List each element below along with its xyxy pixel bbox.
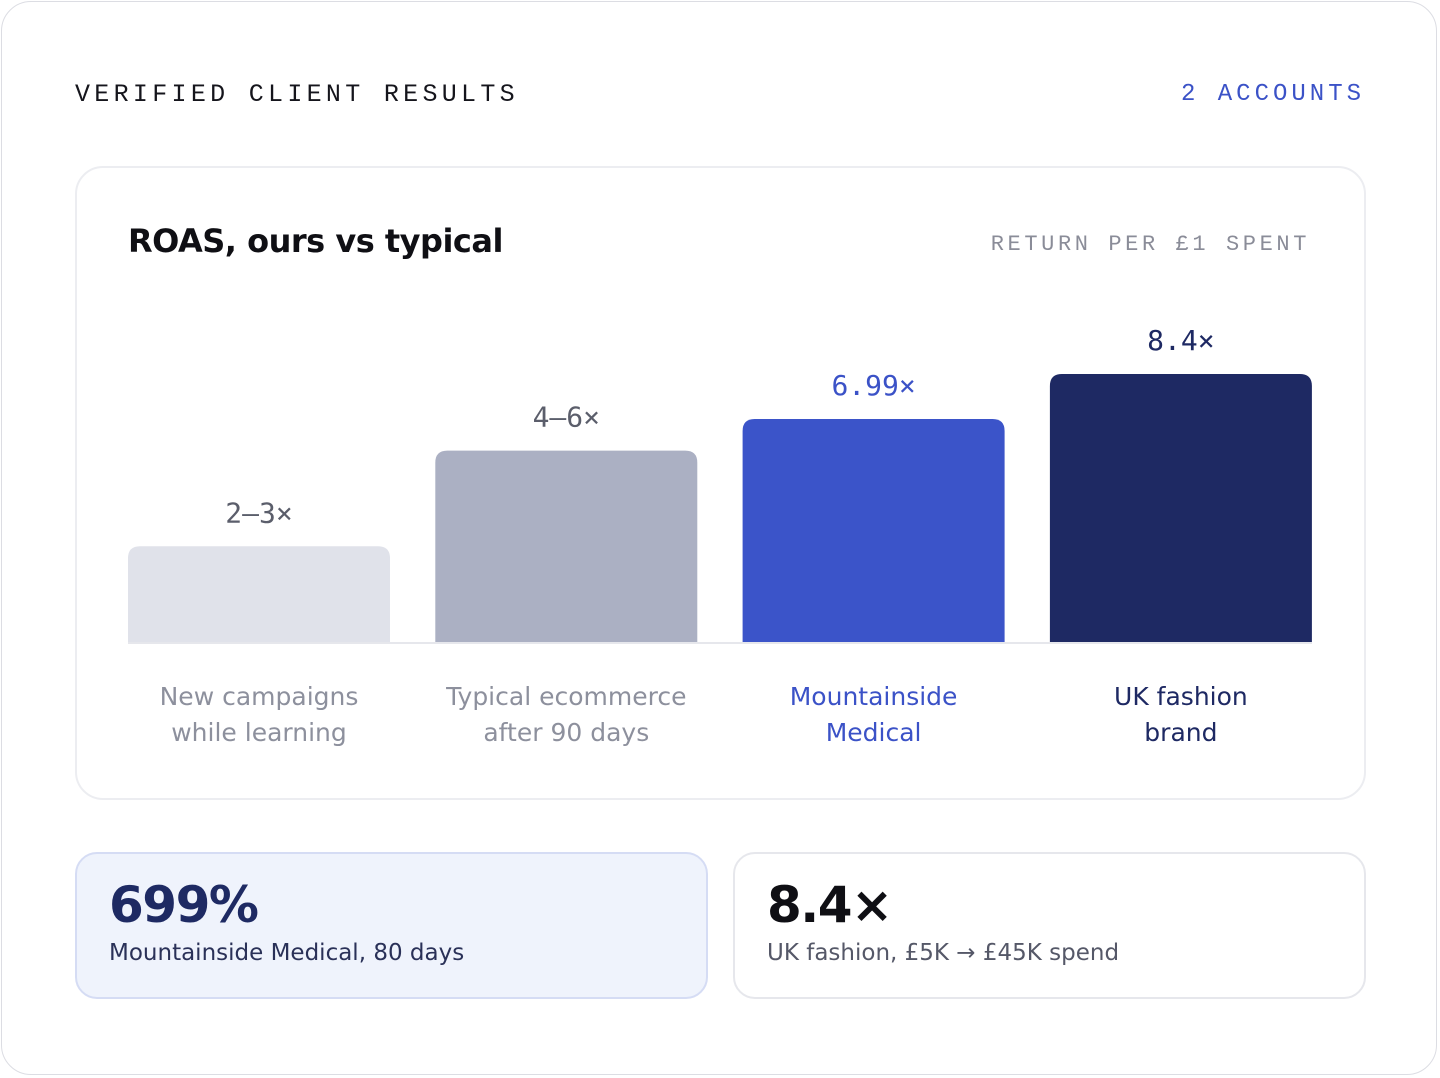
- bar-0: [128, 546, 390, 642]
- bar-value-label: 8.4×: [1147, 324, 1214, 357]
- chart-unit-label: RETURN PER £1 SPENT: [990, 232, 1310, 257]
- category-label-line: UK fashion: [1114, 682, 1248, 711]
- category-label-line: after 90 days: [483, 718, 650, 747]
- stat-value: 8.4×: [767, 876, 893, 934]
- bar-value-label: 6.99×: [831, 369, 915, 402]
- category-label-line: brand: [1144, 718, 1218, 747]
- bar-value-label: 4–6×: [533, 401, 600, 434]
- category-label-line: Typical ecommerce: [446, 682, 687, 711]
- category-label: UK fashion brand: [1050, 679, 1312, 751]
- stat-caption: Mountainside Medical, 80 days: [109, 940, 465, 966]
- category-label-line: Mountainside: [789, 682, 958, 711]
- stat-caption: UK fashion, £5K → £45K spend: [767, 940, 1120, 966]
- section-title: VERIFIED CLIENT RESULTS: [75, 80, 519, 109]
- bar-3: [1049, 374, 1312, 642]
- accounts-count: 2 ACCOUNTS: [1180, 81, 1365, 108]
- category-label: Typical ecommerce after 90 days: [435, 679, 697, 751]
- stat-card-uk-fashion: 8.4× UK fashion, £5K → £45K spend: [733, 852, 1366, 999]
- chart-title: ROAS, ours vs typical: [128, 222, 503, 260]
- stat-value: 699%: [109, 876, 259, 934]
- bar-1: [435, 450, 698, 642]
- category-label: Mountainside Medical: [743, 679, 1005, 751]
- bar-value-label: 2–3×: [225, 496, 292, 529]
- category-label-line: Medical: [825, 718, 922, 747]
- category-label-line: New campaigns: [159, 682, 359, 711]
- bar-2: [742, 418, 1005, 642]
- category-label-line: while learning: [171, 718, 347, 747]
- category-label: New campaigns while learning: [128, 679, 390, 751]
- stat-card-mountainside: 699% Mountainside Medical, 80 days: [75, 852, 708, 999]
